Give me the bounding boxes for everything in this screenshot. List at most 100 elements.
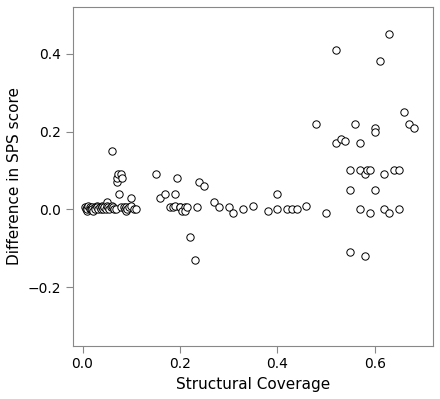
Point <box>113 179 120 186</box>
Point <box>371 124 378 131</box>
Point <box>386 31 393 38</box>
Point <box>157 195 164 201</box>
Point <box>116 191 123 197</box>
Point <box>181 208 188 215</box>
Point <box>123 204 130 211</box>
Point <box>99 204 106 211</box>
Point <box>303 202 310 209</box>
Y-axis label: Difference in SPS score: Difference in SPS score <box>7 87 22 265</box>
Point <box>364 167 371 174</box>
Point <box>225 204 232 211</box>
Point <box>118 171 125 178</box>
Point <box>391 167 398 174</box>
Point <box>112 206 119 213</box>
Point <box>94 204 101 211</box>
Point <box>381 171 388 178</box>
Point <box>356 206 363 213</box>
Point <box>371 128 378 135</box>
Point <box>179 208 186 215</box>
Point <box>274 206 281 213</box>
Point <box>121 204 128 211</box>
Point <box>332 47 339 53</box>
Point <box>99 202 106 209</box>
Point <box>361 171 368 178</box>
Point <box>405 120 412 127</box>
Point <box>194 204 201 211</box>
Point <box>274 191 281 197</box>
Point <box>109 204 116 211</box>
Point <box>128 195 135 201</box>
Point <box>104 204 111 211</box>
Point <box>410 124 417 131</box>
Point <box>196 179 203 186</box>
Point <box>91 204 98 211</box>
Point <box>361 253 368 259</box>
Point <box>400 109 407 115</box>
Point <box>101 204 108 211</box>
Point <box>356 167 363 174</box>
Point <box>167 204 174 211</box>
Point <box>264 208 271 215</box>
Point <box>132 206 139 213</box>
Point <box>89 204 96 211</box>
Point <box>95 206 102 213</box>
Point <box>396 167 403 174</box>
Point <box>371 187 378 193</box>
Point <box>103 202 110 209</box>
Point <box>107 204 114 211</box>
Point <box>108 202 115 209</box>
Point <box>124 206 131 213</box>
Point <box>128 202 135 209</box>
Point <box>176 204 183 211</box>
Point <box>172 202 179 209</box>
Point <box>210 198 217 205</box>
Point <box>152 171 159 178</box>
Point <box>386 210 393 217</box>
Point <box>381 206 388 213</box>
Point <box>122 206 129 213</box>
Point <box>174 175 181 182</box>
Point <box>230 210 237 217</box>
Point <box>172 191 179 197</box>
Point <box>347 167 354 174</box>
Point <box>113 175 120 182</box>
Point <box>119 175 126 182</box>
Point <box>186 233 193 240</box>
Point <box>81 204 88 211</box>
Point <box>249 202 257 209</box>
Point <box>117 204 124 211</box>
Point <box>323 210 330 217</box>
Point <box>240 206 247 213</box>
Point <box>84 206 91 213</box>
Point <box>88 206 95 213</box>
Point <box>103 198 110 205</box>
Point <box>215 204 222 211</box>
Point <box>283 206 290 213</box>
Point <box>396 206 403 213</box>
Point <box>181 204 188 211</box>
Point <box>108 148 115 154</box>
Point <box>91 206 98 213</box>
X-axis label: Structural Coverage: Structural Coverage <box>176 377 330 392</box>
Point <box>125 204 132 211</box>
Point <box>103 206 110 213</box>
Point <box>366 167 373 174</box>
Point <box>347 249 354 255</box>
Point <box>313 120 320 127</box>
Point <box>130 206 137 213</box>
Point <box>96 204 103 211</box>
Point <box>347 187 354 193</box>
Point <box>356 140 363 146</box>
Point <box>337 136 344 142</box>
Point <box>123 208 130 215</box>
Point <box>162 191 169 197</box>
Point <box>191 257 198 263</box>
Point <box>111 206 118 213</box>
Point <box>169 204 176 211</box>
Point <box>89 206 96 213</box>
Point <box>114 171 121 178</box>
Point <box>288 206 295 213</box>
Point <box>83 206 90 213</box>
Point <box>85 202 92 209</box>
Point <box>376 58 383 65</box>
